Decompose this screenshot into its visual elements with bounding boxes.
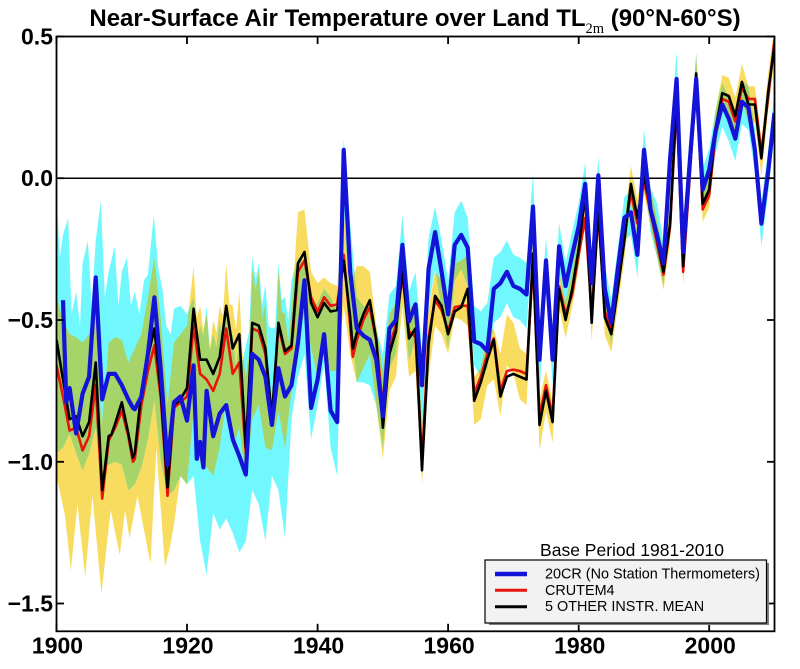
svg-text:1960: 1960 [424, 633, 475, 659]
svg-text:Near-Surface Air Temperature o: Near-Surface Air Temperature over Land T… [89, 5, 740, 37]
svg-text:1900: 1900 [32, 633, 83, 659]
svg-text:20CR (No Station Thermometers): 20CR (No Station Thermometers) [545, 567, 760, 583]
svg-text:0.5: 0.5 [21, 24, 53, 50]
svg-text:−1.0: −1.0 [8, 449, 53, 475]
svg-text:0.0: 0.0 [21, 165, 53, 191]
svg-text:CRUTEM4: CRUTEM4 [545, 583, 615, 599]
svg-text:−1.5: −1.5 [8, 591, 54, 617]
svg-text:−0.5: −0.5 [8, 307, 54, 333]
svg-text:2000: 2000 [685, 633, 736, 659]
svg-text:1940: 1940 [293, 633, 344, 659]
svg-text:Base Period 1981-2010: Base Period 1981-2010 [540, 540, 724, 560]
svg-text:5 OTHER INSTR. MEAN: 5 OTHER INSTR. MEAN [545, 599, 704, 615]
svg-text:1920: 1920 [162, 633, 213, 659]
svg-text:1980: 1980 [554, 633, 605, 659]
